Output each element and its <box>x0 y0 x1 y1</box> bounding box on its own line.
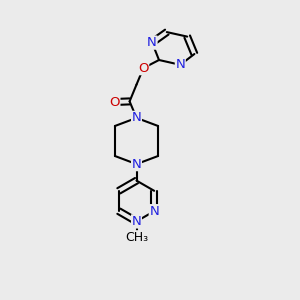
Text: N: N <box>176 58 185 71</box>
Text: N: N <box>132 215 141 228</box>
Text: N: N <box>147 36 157 49</box>
Text: N: N <box>132 158 141 171</box>
Text: CH₃: CH₃ <box>125 231 148 244</box>
Text: O: O <box>138 61 149 75</box>
Text: O: O <box>110 95 120 109</box>
Text: N: N <box>149 205 159 218</box>
Text: N: N <box>132 111 141 124</box>
